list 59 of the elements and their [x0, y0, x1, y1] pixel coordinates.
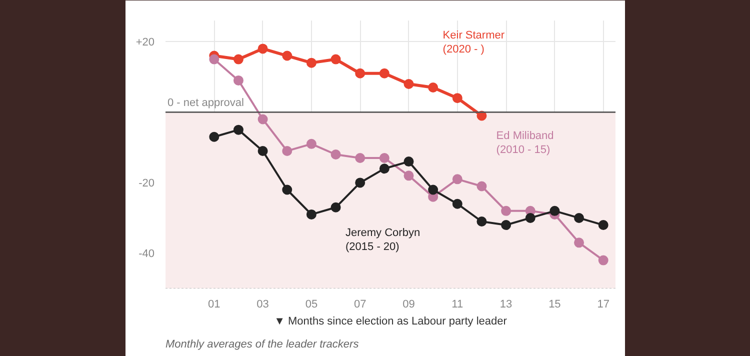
point — [428, 184, 438, 195]
point — [258, 114, 268, 124]
point — [501, 206, 512, 216]
point — [209, 132, 220, 142]
x-axis-title: ▼ Months since election as Labour party leader — [274, 316, 508, 328]
point — [306, 138, 316, 149]
point — [550, 206, 560, 216]
point — [282, 50, 292, 61]
y-tick-label: +20 — [136, 36, 155, 49]
point — [598, 255, 608, 266]
point — [355, 68, 366, 78]
point — [452, 93, 462, 104]
point — [428, 82, 438, 92]
point — [501, 220, 512, 230]
x-tick-label: 15 — [548, 298, 561, 310]
point — [476, 216, 487, 226]
point — [282, 184, 292, 195]
point — [404, 170, 414, 181]
point — [404, 156, 414, 167]
point — [233, 75, 244, 86]
point — [452, 174, 462, 184]
point — [525, 212, 536, 223]
point — [379, 153, 390, 164]
point — [379, 164, 390, 174]
y-tick-label: -40 — [138, 248, 155, 260]
x-tick-label: 05 — [305, 298, 318, 310]
point — [355, 153, 366, 164]
point — [574, 238, 584, 248]
point — [306, 58, 316, 68]
ref-line-label: 0 - net approval — [168, 97, 244, 110]
point — [404, 78, 414, 89]
text: Ed Miliband (2010 - 15) — [496, 130, 554, 156]
point — [282, 146, 292, 156]
x-tick-label: 07 — [354, 298, 366, 310]
point — [233, 54, 244, 64]
point — [379, 68, 390, 78]
point — [476, 181, 487, 192]
point — [258, 44, 268, 54]
series-label: Jeremy Corbyn (2015 - 20) — [346, 226, 420, 254]
x-tick-label: 17 — [597, 298, 610, 310]
point — [330, 150, 341, 160]
x-tick-label: 13 — [500, 298, 512, 310]
point — [598, 220, 608, 230]
text: Keir Starmer (2020 - ) — [442, 29, 505, 56]
point — [355, 178, 366, 188]
x-tick-label: 01 — [208, 298, 220, 310]
x-tick-label: 03 — [256, 298, 269, 310]
point — [330, 202, 341, 212]
y-tick-label: -20 — [138, 178, 155, 190]
point — [306, 209, 316, 220]
text: Monthly averages of the leader trackers — [166, 338, 360, 350]
point — [258, 146, 268, 156]
point — [574, 212, 584, 223]
point — [330, 54, 341, 64]
point — [233, 124, 244, 135]
point — [452, 198, 462, 209]
point — [209, 54, 220, 64]
x-tick-label: 09 — [402, 298, 415, 310]
x-tick-label: 11 — [452, 298, 464, 310]
